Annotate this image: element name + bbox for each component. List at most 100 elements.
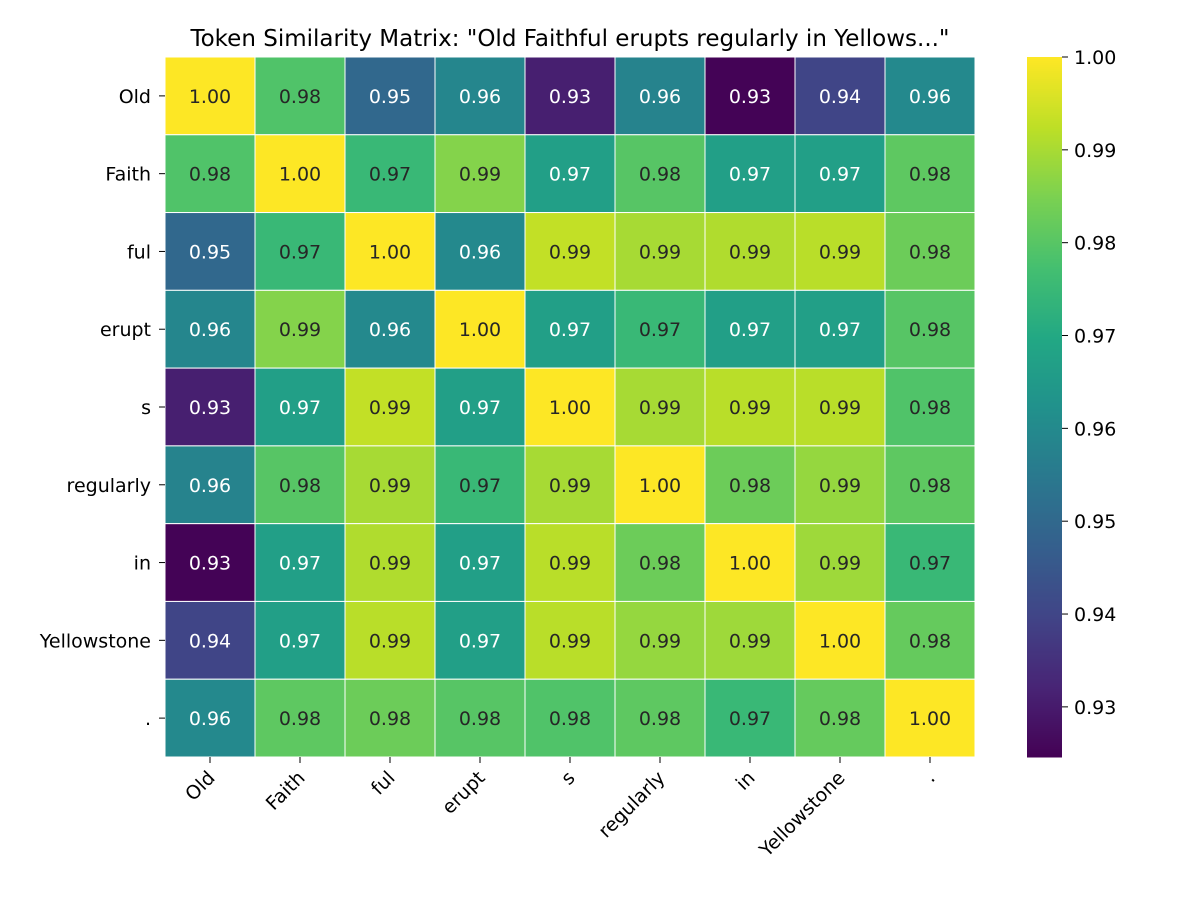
colorbar-segment	[1027, 339, 1062, 342]
heatmap-cell	[164, 289, 256, 369]
colorbar-segment	[1027, 639, 1062, 642]
cell-annotation: 1.00	[279, 164, 321, 186]
colorbar-segment	[1027, 145, 1062, 148]
heatmap-cell	[524, 212, 616, 291]
colorbar-segment	[1027, 657, 1062, 660]
x-tick-label: .	[920, 767, 940, 787]
colorbar-segment	[1027, 455, 1062, 458]
colorbar-segment	[1027, 717, 1062, 720]
colorbar: 0.93 0.94 0.95 0.96 0.97 0.98 0.99 1.00	[1027, 47, 1116, 758]
cell-annotation: 0.97	[459, 553, 501, 575]
colorbar-segment	[1027, 249, 1062, 252]
colorbar-segment	[1027, 207, 1062, 210]
cell-annotation: 0.97	[729, 164, 771, 186]
heatmap-cell	[794, 56, 886, 136]
heatmap-cell	[434, 134, 526, 214]
cell-annotation: 0.98	[909, 630, 951, 652]
colorbar-segment	[1027, 223, 1062, 226]
cell-annotation: 0.98	[909, 164, 951, 186]
colorbar-segment	[1027, 635, 1062, 638]
colorbar-segment	[1027, 123, 1062, 126]
colorbar-segment	[1027, 713, 1062, 716]
colorbar-segment	[1027, 71, 1062, 74]
cell-annotation: 0.99	[639, 241, 681, 263]
y-tick-label: s	[141, 397, 151, 419]
colorbar-segment	[1027, 427, 1062, 430]
colorbar-segment	[1027, 243, 1062, 246]
cell-annotation: 0.98	[909, 475, 951, 497]
colorbar-segment	[1027, 651, 1062, 654]
heatmap-cell	[524, 134, 616, 214]
colorbar-segment	[1027, 115, 1062, 118]
colorbar-segment	[1027, 147, 1062, 150]
colorbar-segment	[1027, 453, 1062, 456]
colorbar-segment	[1027, 131, 1062, 134]
colorbar-segment	[1027, 597, 1062, 600]
colorbar-segment	[1027, 105, 1062, 108]
colorbar-segment	[1027, 511, 1062, 514]
heatmap-cell	[614, 445, 706, 525]
cell-annotation: 0.97	[729, 708, 771, 730]
colorbar-segment	[1027, 197, 1062, 200]
cell-annotation: 0.99	[549, 553, 591, 575]
colorbar-segment	[1027, 59, 1062, 62]
cell-annotation: 1.00	[729, 553, 771, 575]
colorbar-segment	[1027, 625, 1062, 628]
colorbar-segment	[1027, 231, 1062, 234]
colorbar-segment	[1027, 619, 1062, 622]
cell-annotation: 0.99	[819, 397, 861, 419]
colorbar-segment	[1027, 175, 1062, 178]
colorbar-segment	[1027, 133, 1062, 136]
colorbar-segment	[1027, 659, 1062, 662]
colorbar-segment	[1027, 669, 1062, 672]
cell-annotation: 0.98	[819, 708, 861, 730]
cell-annotation: 0.96	[639, 86, 681, 108]
colorbar-segment	[1027, 435, 1062, 438]
cell-annotation: 0.97	[279, 630, 321, 652]
heatmap-cell	[434, 56, 526, 136]
colorbar-segment	[1027, 227, 1062, 230]
cell-annotation: 0.98	[189, 164, 231, 186]
colorbar-segment	[1027, 583, 1062, 586]
colorbar-segment	[1027, 469, 1062, 472]
colorbar-segment	[1027, 63, 1062, 66]
colorbar-segment	[1027, 333, 1062, 336]
colorbar-segment	[1027, 355, 1062, 358]
colorbar-segment	[1027, 331, 1062, 334]
colorbar-segment	[1027, 561, 1062, 564]
colorbar-segment	[1027, 381, 1062, 384]
colorbar-segment	[1027, 221, 1062, 224]
colorbar-segment	[1027, 81, 1062, 84]
colorbar-segment	[1027, 139, 1062, 142]
heatmap-cell	[884, 134, 976, 214]
cell-annotation: 0.99	[369, 553, 411, 575]
colorbar-segment	[1027, 605, 1062, 608]
colorbar-segment	[1027, 299, 1062, 302]
colorbar-segment	[1027, 337, 1062, 340]
colorbar-segment	[1027, 297, 1062, 300]
y-tick-label: Yellowstone	[39, 630, 151, 652]
colorbar-segment	[1027, 155, 1062, 158]
heatmap-cell	[344, 523, 436, 602]
heatmap-cell	[524, 56, 616, 136]
colorbar-segment	[1027, 291, 1062, 294]
colorbar-segment	[1027, 729, 1062, 732]
colorbar-segment	[1027, 447, 1062, 450]
colorbar-segment	[1027, 575, 1062, 578]
cell-annotation: 0.98	[639, 553, 681, 575]
x-tick-label: ful	[367, 767, 400, 800]
colorbar-tick-label: 0.95	[1074, 511, 1116, 533]
colorbar-segment	[1027, 471, 1062, 474]
colorbar-segment	[1027, 705, 1062, 708]
colorbar-segment	[1027, 79, 1062, 82]
colorbar-segment	[1027, 671, 1062, 674]
colorbar-segment	[1027, 741, 1062, 744]
colorbar-segment	[1027, 747, 1062, 750]
colorbar-segment	[1027, 451, 1062, 454]
colorbar-segment	[1027, 371, 1062, 374]
cell-annotation: 0.93	[729, 86, 771, 108]
y-tick-label: erupt	[100, 319, 151, 341]
heatmap-cell	[254, 367, 346, 447]
cell-annotation: 0.98	[279, 708, 321, 730]
colorbar-segment	[1027, 95, 1062, 98]
